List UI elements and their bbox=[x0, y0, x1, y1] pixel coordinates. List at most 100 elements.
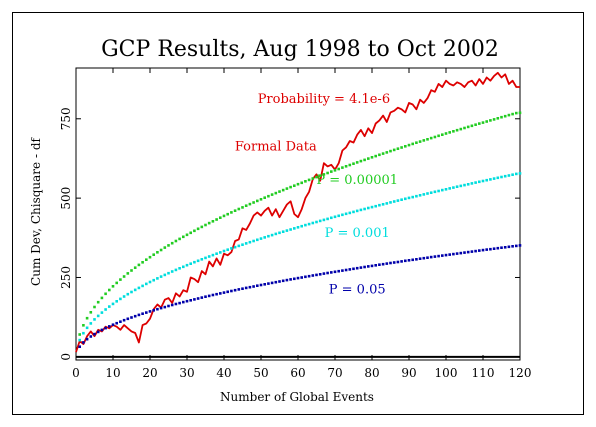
data-point bbox=[170, 270, 174, 273]
data-point bbox=[378, 263, 381, 266]
data-point bbox=[374, 204, 377, 208]
data-point bbox=[363, 207, 366, 211]
data-point bbox=[263, 283, 266, 286]
data-point bbox=[145, 282, 148, 286]
data-point bbox=[263, 236, 266, 239]
data-point bbox=[396, 147, 400, 150]
data-point bbox=[470, 124, 474, 128]
data-point bbox=[367, 265, 370, 268]
data-point bbox=[248, 285, 252, 289]
data-point bbox=[293, 277, 296, 281]
annotation-formal-data: Formal Data bbox=[235, 140, 317, 155]
data-point bbox=[496, 176, 500, 180]
data-point bbox=[448, 131, 451, 134]
data-point bbox=[485, 120, 488, 123]
data-point bbox=[311, 177, 315, 180]
data-point bbox=[496, 117, 500, 120]
data-point bbox=[348, 211, 352, 215]
data-point bbox=[170, 303, 174, 307]
data-point bbox=[359, 266, 363, 269]
data-point bbox=[145, 311, 148, 314]
data-point bbox=[318, 174, 322, 177]
data-point bbox=[500, 175, 503, 179]
data-point bbox=[515, 244, 518, 248]
data-point bbox=[152, 278, 155, 282]
data-point bbox=[455, 128, 459, 132]
data-point bbox=[115, 300, 118, 303]
data-point bbox=[466, 250, 470, 254]
data-point bbox=[389, 149, 392, 153]
data-point bbox=[415, 194, 418, 198]
annotation-probability-4-1e-6: Probability = 4.1e-6 bbox=[258, 92, 390, 107]
data-point bbox=[507, 113, 511, 117]
data-point bbox=[193, 229, 196, 233]
data-point bbox=[122, 318, 126, 322]
data-point bbox=[463, 183, 466, 187]
data-point bbox=[237, 288, 241, 291]
data-point bbox=[433, 255, 437, 258]
data-point bbox=[189, 299, 192, 302]
data-point bbox=[337, 167, 340, 171]
data-point bbox=[141, 312, 144, 315]
data-point bbox=[352, 162, 355, 165]
data-point bbox=[252, 201, 255, 204]
data-point bbox=[156, 307, 159, 311]
data-point bbox=[433, 190, 437, 194]
data-point bbox=[259, 198, 263, 201]
data-point bbox=[333, 215, 337, 219]
data-point bbox=[156, 277, 159, 280]
data-point bbox=[289, 228, 292, 231]
data-point bbox=[78, 338, 81, 342]
data-point bbox=[426, 256, 429, 259]
data-point bbox=[400, 146, 403, 149]
data-point bbox=[359, 208, 363, 212]
data-point bbox=[248, 240, 252, 244]
y-tick-label: 0 bbox=[59, 353, 73, 361]
x-tick-label: 20 bbox=[142, 366, 157, 380]
data-point bbox=[300, 276, 303, 279]
data-point bbox=[385, 151, 389, 154]
data-point bbox=[200, 296, 204, 299]
data-point bbox=[478, 180, 481, 184]
data-point bbox=[466, 183, 470, 186]
data-point bbox=[503, 174, 507, 178]
data-point bbox=[178, 267, 181, 270]
data-point bbox=[455, 252, 459, 255]
data-point bbox=[352, 267, 355, 271]
data-point bbox=[159, 306, 163, 310]
data-point bbox=[141, 261, 144, 264]
data-point bbox=[422, 256, 426, 260]
data-point bbox=[407, 196, 411, 200]
data-point bbox=[333, 169, 337, 172]
data-point bbox=[489, 247, 492, 251]
data-point bbox=[174, 239, 178, 243]
data-point bbox=[322, 173, 326, 176]
data-point bbox=[296, 182, 300, 186]
data-point bbox=[193, 298, 196, 301]
data-point bbox=[492, 118, 496, 121]
data-point bbox=[322, 218, 326, 222]
data-point bbox=[267, 282, 270, 285]
data-point bbox=[474, 249, 477, 253]
data-point bbox=[452, 130, 455, 133]
data-point bbox=[289, 278, 292, 281]
data-point bbox=[219, 216, 222, 219]
data-point bbox=[444, 188, 448, 191]
data-point bbox=[503, 114, 507, 118]
data-point bbox=[311, 221, 315, 225]
data-point bbox=[300, 224, 303, 228]
x-tick-label: 0 bbox=[72, 366, 80, 380]
data-point bbox=[215, 252, 218, 255]
data-point bbox=[263, 196, 266, 199]
data-point bbox=[337, 214, 340, 218]
data-point bbox=[422, 139, 426, 142]
data-point bbox=[85, 337, 89, 341]
data-point bbox=[204, 223, 207, 227]
data-point bbox=[196, 227, 200, 231]
data-point bbox=[459, 251, 463, 255]
data-point bbox=[226, 212, 229, 216]
data-point bbox=[518, 244, 522, 247]
data-point bbox=[185, 263, 189, 267]
data-point bbox=[452, 252, 455, 256]
